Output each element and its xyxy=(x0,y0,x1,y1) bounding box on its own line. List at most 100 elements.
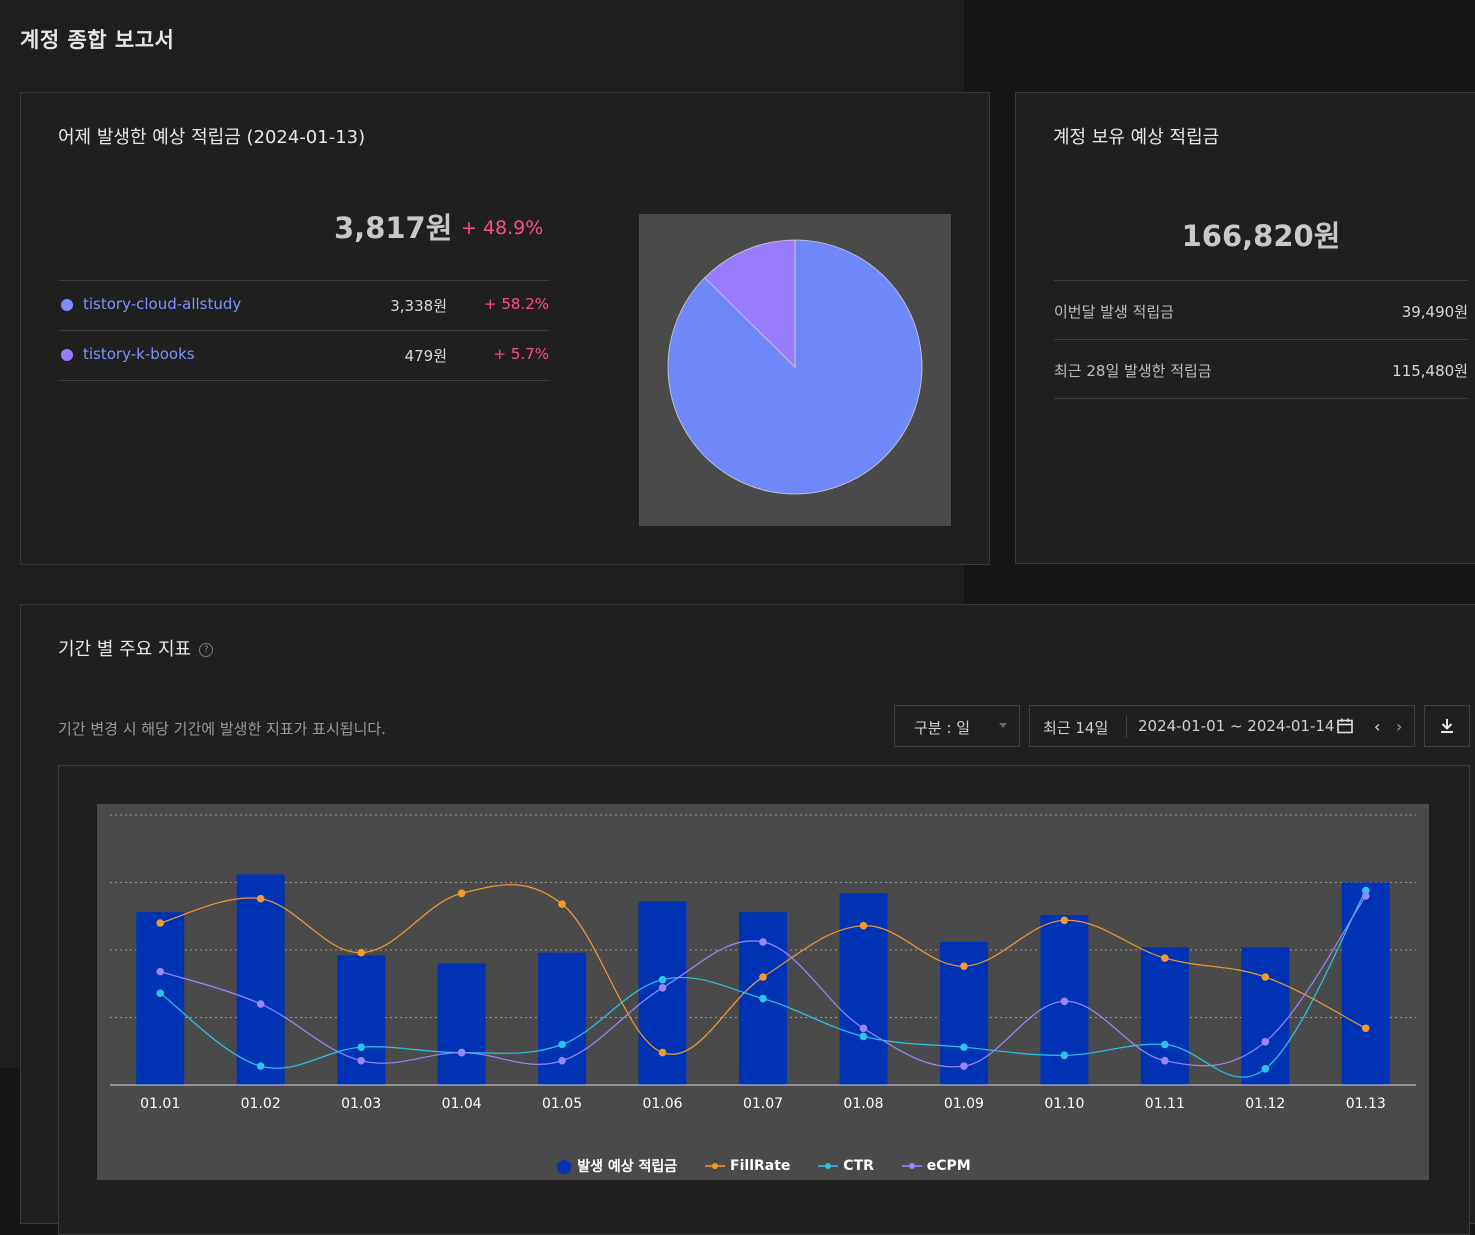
legend-item-ctr[interactable]: CTR xyxy=(817,1158,874,1174)
data-point-ecpm[interactable] xyxy=(960,1062,968,1070)
chart-legend: 발생 예상 적립금 FillRate CTR eCPM xyxy=(97,1156,1429,1176)
data-point-ecpm[interactable] xyxy=(1060,997,1069,1006)
data-point-ctr[interactable] xyxy=(859,1032,868,1041)
bar-earnings[interactable] xyxy=(136,912,185,1085)
data-point-ctr[interactable] xyxy=(558,1040,566,1049)
bar-earnings[interactable] xyxy=(437,963,486,1086)
list-item: tistory-k-books 479원 + 5.7% xyxy=(59,331,549,381)
bar-earnings[interactable] xyxy=(1341,882,1390,1086)
data-point-fillrate[interactable] xyxy=(357,948,365,957)
data-point-ctr[interactable] xyxy=(658,975,667,984)
data-point-fillrate[interactable] xyxy=(156,919,165,927)
balance-label: 이번달 발생 적립금 xyxy=(1054,303,1174,321)
data-point-fillrate[interactable] xyxy=(256,894,265,903)
data-point-ecpm[interactable] xyxy=(1161,1056,1169,1065)
x-tick-label: 01.05 xyxy=(542,1096,582,1112)
blog-earning-value: 3,338원 xyxy=(390,297,447,315)
blog-earning-change: + 58.2% xyxy=(484,295,549,313)
data-point-ecpm[interactable] xyxy=(859,1024,868,1033)
legend-marker xyxy=(557,1160,572,1174)
metrics-chart-frame: 01.01 01.02 01.03 01.04 01.05 01.06 01.07 01.08… xyxy=(58,765,1470,1235)
data-point-fillrate[interactable] xyxy=(1361,1024,1370,1033)
earnings-pie-chart xyxy=(639,214,951,526)
yesterday-card-title: 어제 발생한 예상 적립금 (2024-01-13) xyxy=(58,127,366,148)
data-point-fillrate[interactable] xyxy=(1161,954,1169,962)
data-point-ecpm[interactable] xyxy=(1361,892,1370,900)
legend-label: eCPM xyxy=(926,1158,971,1174)
data-point-fillrate[interactable] xyxy=(457,889,466,898)
pie-slice[interactable] xyxy=(704,239,796,368)
legend-label: FillRate xyxy=(730,1158,791,1174)
legend-dot xyxy=(61,349,73,361)
calendar-icon[interactable] xyxy=(1336,717,1354,735)
blog-name-link[interactable]: tistory-cloud-allstudy xyxy=(83,295,242,313)
x-tick-label: 01.09 xyxy=(944,1096,984,1112)
data-point-fillrate[interactable] xyxy=(1261,973,1270,981)
bar-earnings[interactable] xyxy=(1241,947,1290,1085)
legend-item-fillrate[interactable]: FillRate xyxy=(704,1158,790,1174)
range-preset[interactable]: 최근 14일 xyxy=(1043,719,1109,737)
data-point-fillrate[interactable] xyxy=(558,900,566,908)
data-point-fillrate[interactable] xyxy=(658,1048,667,1057)
balance-total: 166,820원 xyxy=(1181,219,1341,253)
data-point-ctr[interactable] xyxy=(256,1062,265,1070)
next-period-button[interactable]: › xyxy=(1396,717,1403,736)
date-range-picker[interactable]: 최근 14일 2024-01-01 ~ 2024-01-14 ‹ › xyxy=(1029,705,1415,747)
data-point-ecpm[interactable] xyxy=(658,984,667,992)
data-point-ctr[interactable] xyxy=(1161,1040,1169,1049)
legend-marker xyxy=(818,1163,839,1169)
page-title: 계정 종합 보고서 xyxy=(20,28,175,52)
data-point-ctr[interactable] xyxy=(156,989,165,997)
divider xyxy=(1126,716,1127,738)
list-item: tistory-cloud-allstudy 3,338원 + 58.2% xyxy=(59,281,549,331)
balance-card-title: 계정 보유 예상 적립금 xyxy=(1053,127,1220,148)
list-item: 이번달 발생 적립금 39,490원 xyxy=(1054,281,1468,340)
data-point-ctr[interactable] xyxy=(960,1043,968,1051)
data-point-ecpm[interactable] xyxy=(156,967,165,976)
question-circle-icon[interactable]: ? xyxy=(199,643,214,657)
bar-earnings[interactable] xyxy=(638,901,687,1085)
legend-dot xyxy=(61,299,73,311)
balance-value: 115,480원 xyxy=(1392,362,1468,380)
data-point-ecpm[interactable] xyxy=(256,1000,265,1008)
data-point-ecpm[interactable] xyxy=(357,1056,365,1065)
chevron-down-icon xyxy=(999,723,1007,728)
legend-label: 발생 예상 적립금 xyxy=(577,1159,678,1175)
prev-period-button[interactable]: ‹ xyxy=(1374,717,1381,736)
blog-name-link[interactable]: tistory-k-books xyxy=(83,345,195,363)
data-point-ctr[interactable] xyxy=(1060,1051,1069,1060)
x-tick-label: 01.02 xyxy=(241,1096,281,1112)
data-point-fillrate[interactable] xyxy=(1060,916,1069,925)
balance-value: 39,490원 xyxy=(1401,303,1468,321)
bar-earnings[interactable] xyxy=(337,955,386,1085)
legend-item-ecpm[interactable]: eCPM xyxy=(901,1158,971,1174)
data-point-ctr[interactable] xyxy=(759,994,767,1003)
data-point-ecpm[interactable] xyxy=(457,1048,466,1057)
download-button[interactable] xyxy=(1424,705,1470,747)
legend-item-earnings[interactable]: 발생 예상 적립금 xyxy=(555,1156,677,1176)
bar-earnings[interactable] xyxy=(236,874,285,1085)
list-item: 최근 28일 발생한 적립금 115,480원 xyxy=(1054,340,1468,399)
x-tick-label: 01.06 xyxy=(642,1096,682,1112)
data-point-fillrate[interactable] xyxy=(859,921,868,930)
x-tick-label: 01.12 xyxy=(1245,1096,1285,1112)
legend-marker xyxy=(705,1163,726,1169)
x-tick-label: 01.07 xyxy=(743,1096,783,1112)
x-tick-label: 01.03 xyxy=(341,1096,381,1112)
data-point-ctr[interactable] xyxy=(1261,1065,1270,1073)
data-point-ctr[interactable] xyxy=(357,1043,365,1051)
data-point-ctr[interactable] xyxy=(1361,886,1370,895)
metrics-chart: 01.01 01.02 01.03 01.04 01.05 01.06 01.07 01.08… xyxy=(97,804,1429,1180)
legend-marker xyxy=(901,1163,922,1169)
blog-earning-value: 479원 xyxy=(404,347,447,365)
metrics-card-title: 기간 별 주요 지표? xyxy=(58,635,214,661)
range-dates[interactable]: 2024-01-01 ~ 2024-01-14 xyxy=(1138,717,1335,735)
unit-select[interactable]: 구분 : 일 xyxy=(894,705,1020,747)
download-icon xyxy=(1441,719,1453,733)
data-point-fillrate[interactable] xyxy=(960,962,968,970)
data-point-ecpm[interactable] xyxy=(1261,1038,1270,1046)
data-point-fillrate[interactable] xyxy=(759,973,767,981)
data-point-ecpm[interactable] xyxy=(558,1056,566,1065)
bar-earnings[interactable] xyxy=(538,952,587,1085)
data-point-ecpm[interactable] xyxy=(759,938,767,946)
